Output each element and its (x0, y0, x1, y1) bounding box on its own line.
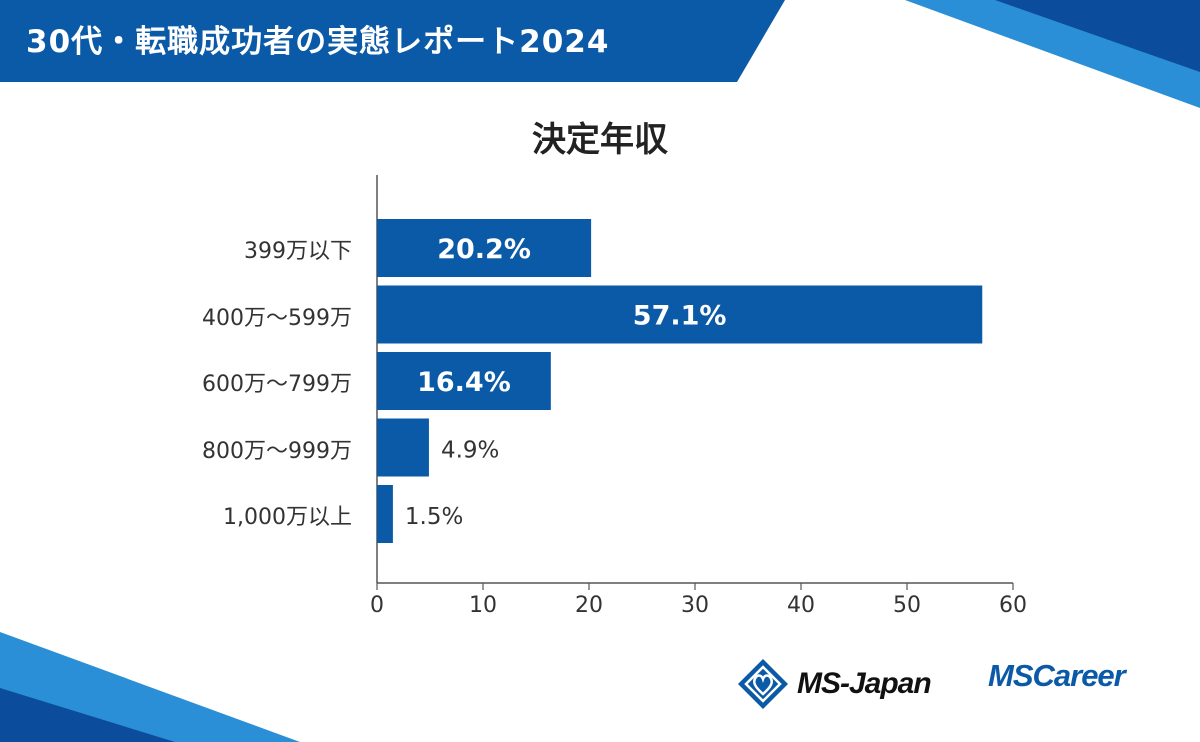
bar-value-label: 57.1% (633, 301, 727, 332)
x-tick-label: 0 (370, 593, 384, 618)
x-tick-label: 40 (787, 593, 815, 618)
x-tick-label: 30 (681, 593, 709, 618)
bar (377, 219, 592, 277)
bar-value-label: 16.4% (417, 367, 511, 398)
x-tick-label: 60 (999, 593, 1027, 618)
ms-career-wordmark-career: Career (1032, 658, 1126, 693)
bar (377, 485, 393, 543)
bar-value-label: 20.2% (437, 234, 531, 265)
ms-career-wordmark-ms: MS (988, 658, 1033, 693)
ms-japan-wordmark: MS-Japan (797, 667, 932, 700)
category-label: 800万～999万 (202, 438, 352, 464)
report-title: 30代・転職成功者の実態レポート2024 (26, 24, 610, 60)
category-label: 600万～799万 (202, 372, 352, 397)
x-tick-label: 10 (469, 593, 497, 618)
x-tick-label: 20 (575, 593, 603, 618)
corner-stripe-bottom-dark (0, 688, 175, 742)
bar (377, 352, 551, 410)
category-label: 1,000万以上 (223, 505, 352, 530)
category-label: 400万～599万 (202, 305, 352, 331)
x-tick-label: 50 (893, 593, 921, 618)
bar-value-label: 4.9% (441, 438, 499, 464)
title-banner-shape (0, 0, 785, 82)
ms-japan-logo: MS-Japan (737, 658, 932, 710)
chart-title: 決定年収 (532, 120, 668, 160)
ms-career-logo: MS Career (988, 658, 1126, 694)
bar (377, 418, 429, 477)
category-label: 399万以下 (244, 239, 352, 264)
bar-value-label: 1.5% (405, 504, 463, 530)
bar (377, 285, 983, 344)
corner-stripe-top-dark (995, 0, 1200, 72)
ms-japan-emblem-icon (738, 659, 788, 709)
